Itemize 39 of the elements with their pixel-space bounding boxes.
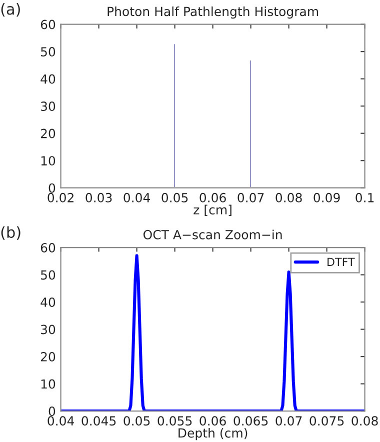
x-axis-title: Depth (cm) bbox=[178, 428, 248, 440]
y-tick-label: 10 bbox=[41, 156, 56, 166]
y-tick-label: 0 bbox=[48, 183, 56, 193]
y-tick-label: 20 bbox=[40, 352, 56, 362]
y-tick-label: 40 bbox=[40, 74, 56, 84]
x-tick-label: 0.06 bbox=[200, 192, 226, 202]
y-tick-label: 20 bbox=[40, 128, 56, 138]
y-tick-label: 10 bbox=[41, 379, 56, 389]
y-tick-label: 0 bbox=[48, 406, 56, 416]
x-tick-label: 0.06 bbox=[200, 416, 226, 426]
y-tick-label: 30 bbox=[40, 324, 56, 334]
y-tick-label: 50 bbox=[40, 270, 56, 280]
x-tick-label: 0.05 bbox=[124, 416, 150, 426]
y-tick-label: 60 bbox=[40, 242, 56, 252]
y-tick-label: 50 bbox=[40, 47, 56, 56]
text: (b) bbox=[1, 226, 20, 240]
x-tick-label: 0.08 bbox=[352, 416, 378, 426]
x-tick-label: 0.02 bbox=[48, 192, 74, 202]
text: (a) bbox=[1, 3, 20, 17]
x-tick-label: 0.065 bbox=[234, 416, 268, 426]
x-tick-label: 0.08 bbox=[276, 192, 302, 202]
x-tick-label: 0.055 bbox=[158, 416, 192, 426]
x-tick-label: 0.1 bbox=[356, 192, 374, 202]
y-tick-label: 40 bbox=[40, 298, 56, 307]
legend-label: DTFT bbox=[328, 258, 355, 266]
x-tick-label: 0.04 bbox=[48, 416, 74, 426]
x-tick-label: 0.045 bbox=[82, 416, 116, 426]
x-tick-label: 0.05 bbox=[162, 192, 188, 202]
x-tick-label: 0.09 bbox=[314, 192, 340, 202]
chart-title: Photon Half Pathlength Histogram bbox=[108, 6, 318, 19]
chart-title: OCT A−scan Zoom−in bbox=[143, 230, 282, 240]
x-tick-label: 0.075 bbox=[310, 416, 344, 426]
x-tick-label: 0.07 bbox=[238, 192, 264, 202]
x-tick-label: 0.07 bbox=[276, 416, 302, 426]
x-axis-title: z [cm] bbox=[194, 204, 232, 216]
x-tick-label: 0.03 bbox=[86, 192, 112, 202]
y-tick-label: 60 bbox=[40, 20, 56, 30]
y-tick-label: 30 bbox=[40, 102, 56, 112]
x-tick-label: 0.04 bbox=[124, 192, 150, 202]
